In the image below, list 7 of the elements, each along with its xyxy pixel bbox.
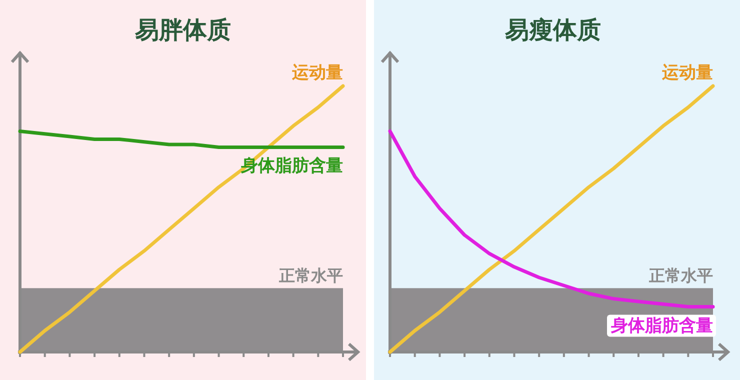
band-label: 正常水平 (278, 266, 343, 286)
series-label: 运动量 (661, 63, 713, 83)
series-label: 身体脂肪含量 (610, 316, 713, 336)
series-label: 运动量 (291, 63, 343, 83)
chart-title: 易瘦体质 (504, 16, 601, 44)
band-label: 正常水平 (648, 266, 713, 286)
chart-title: 易胖体质 (134, 16, 231, 44)
